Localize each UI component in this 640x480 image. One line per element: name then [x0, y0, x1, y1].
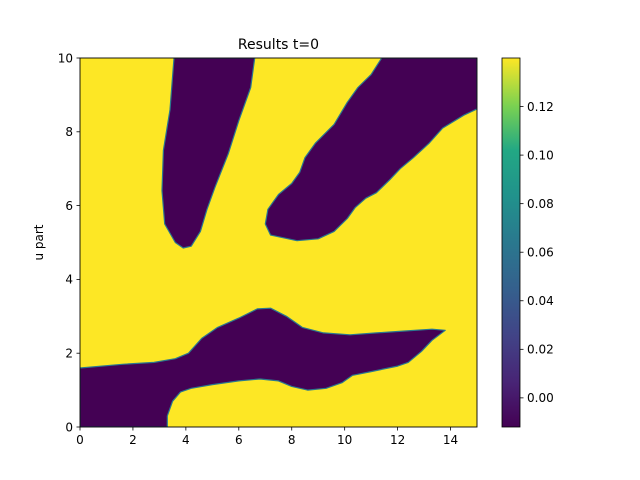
y-axis-label: u part [32, 224, 46, 260]
y-tick-label: 8 [65, 125, 73, 139]
x-tick-label: 0 [76, 433, 84, 447]
y-tick-label: 10 [58, 51, 73, 65]
plot-frame [79, 57, 478, 428]
x-axis-ticks: 0 2 4 6 8 10 12 14 [76, 427, 458, 447]
colorbar-tick-label: 0.08 [527, 197, 554, 211]
x-tick-label: 4 [182, 433, 190, 447]
y-tick-label: 6 [65, 199, 73, 213]
region-top-right-band [264, 58, 477, 242]
chart-title: Results t=0 [238, 37, 319, 53]
y-tick-label: 0 [65, 420, 73, 434]
colorbar-tick-label: 0.10 [527, 148, 554, 162]
colorbar-tick-label: 0.02 [527, 343, 554, 357]
colorbar-tick-label: 0.06 [527, 246, 554, 260]
x-tick-label: 12 [390, 433, 405, 447]
x-tick-label: 8 [288, 433, 296, 447]
colorbar-ticks: 0.12 0.10 0.08 0.06 0.04 0.02 0.00 [520, 100, 554, 405]
x-tick-label: 6 [235, 433, 243, 447]
colorbar-tick-label: 0.12 [527, 100, 554, 114]
y-axis-ticks: 0 2 4 6 8 10 [58, 51, 80, 434]
y-tick-label: 2 [65, 347, 73, 361]
region-top-left-lobe [161, 58, 256, 249]
colorbar-tick-label: 0.04 [527, 294, 554, 308]
field-regions [80, 58, 477, 427]
x-tick-label: 14 [443, 433, 458, 447]
colorbar [501, 57, 521, 428]
x-tick-label: 10 [337, 433, 352, 447]
colorbar-tick-label: 0.00 [527, 391, 554, 405]
y-tick-label: 4 [65, 273, 73, 287]
region-bottom-band [80, 307, 446, 427]
x-tick-label: 2 [129, 433, 137, 447]
